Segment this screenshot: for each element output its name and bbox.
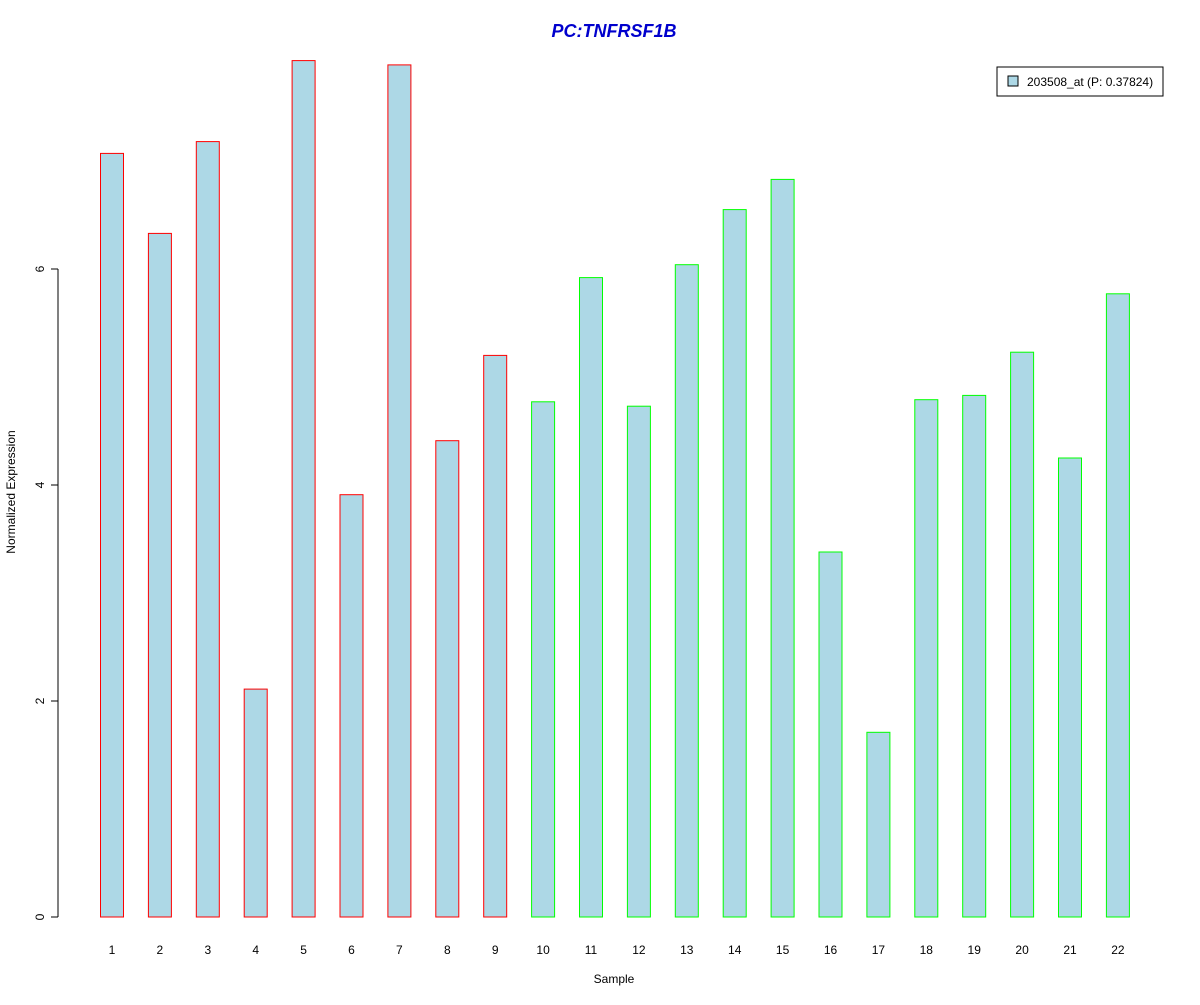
bar-sample-12 xyxy=(626,405,651,918)
x-tick-label: 1 xyxy=(109,943,116,957)
chart-title: PC:TNFRSF1B xyxy=(552,21,677,41)
bar-sample-22 xyxy=(1105,293,1130,918)
bar-sample-5 xyxy=(291,60,316,918)
x-tick-label: 14 xyxy=(728,943,742,957)
bar-sample-6 xyxy=(339,494,364,918)
legend-swatch xyxy=(1007,75,1019,87)
bar-sample-2 xyxy=(147,232,172,918)
x-tick-label: 17 xyxy=(872,943,886,957)
x-tick-labels: 1 2 3 4 5 6 7 8 9 10 11 12 13 14 15 16 17 18 19 20 21 22 xyxy=(109,943,1125,957)
x-tick-label: 20 xyxy=(1015,943,1029,957)
x-tick-label: 19 xyxy=(968,943,982,957)
bar-sample-9 xyxy=(483,354,508,918)
bar-sample-18 xyxy=(914,399,939,918)
legend: 203508_at (P: 0.37824) xyxy=(996,66,1164,97)
bar-sample-11 xyxy=(579,277,603,918)
x-tick-label: 7 xyxy=(396,943,403,957)
bars-group xyxy=(100,60,1130,918)
bar-sample-15 xyxy=(770,178,795,918)
x-tick-label: 16 xyxy=(824,943,838,957)
y-tick-label: 2 xyxy=(33,697,47,704)
bar-sample-4 xyxy=(243,688,268,918)
bar-sample-3 xyxy=(195,141,220,918)
x-tick-label: 2 xyxy=(157,943,164,957)
bar-sample-17 xyxy=(866,731,891,918)
bar-sample-20 xyxy=(1010,351,1035,918)
x-tick-label: 9 xyxy=(492,943,499,957)
legend-box xyxy=(996,66,1164,97)
x-tick-label: 11 xyxy=(585,943,598,957)
x-tick-label: 5 xyxy=(300,943,307,957)
y-tick-label: 6 xyxy=(33,265,47,272)
x-tick-label: 21 xyxy=(1063,943,1077,957)
x-tick-label: 3 xyxy=(204,943,211,957)
x-tick-label: 4 xyxy=(252,943,259,957)
legend-label: 203508_at (P: 0.37824) xyxy=(1027,75,1153,89)
bar-sample-21 xyxy=(1058,457,1082,918)
x-tick-label: 13 xyxy=(680,943,694,957)
bar-sample-7 xyxy=(387,64,412,918)
x-tick-label: 18 xyxy=(920,943,934,957)
bar-sample-19 xyxy=(962,394,987,918)
x-tick-label: 10 xyxy=(536,943,550,957)
y-axis-label: Normalized Expression xyxy=(4,430,18,553)
x-tick-label: 15 xyxy=(776,943,790,957)
bar-sample-13 xyxy=(674,264,699,918)
x-tick-label: 12 xyxy=(632,943,646,957)
bar-sample-10 xyxy=(531,401,556,918)
x-tick-label: 22 xyxy=(1111,943,1125,957)
y-tick-label: 4 xyxy=(33,481,47,488)
bar-sample-14 xyxy=(722,209,747,918)
bar-sample-16 xyxy=(818,551,843,918)
y-tick-label: 0 xyxy=(33,913,47,920)
y-axis: 0 2 4 6 xyxy=(33,265,59,920)
x-tick-label: 6 xyxy=(348,943,355,957)
bar-sample-8 xyxy=(435,440,460,918)
x-axis-label: Sample xyxy=(594,972,635,986)
x-tick-label: 8 xyxy=(444,943,451,957)
bar-sample-1 xyxy=(100,152,124,918)
